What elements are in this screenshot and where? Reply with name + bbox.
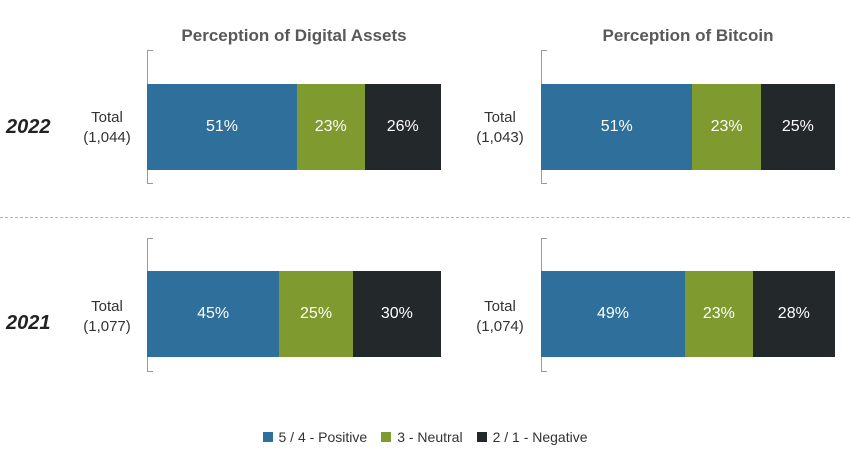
bar-segment-positive: 51% (147, 84, 297, 170)
bar-segment-negative: 30% (352, 271, 441, 357)
panel-title-bitcoin: Perception of Bitcoin (602, 26, 774, 45)
legend-label-neutral: 3 - Neutral (397, 429, 463, 445)
row-label-digital-2021: Total (1,077) (72, 297, 142, 337)
bar-segment-neutral: 23% (692, 84, 761, 170)
row-label-line2: (1,043) (476, 129, 524, 146)
data-label: 26% (386, 118, 419, 135)
data-label: 23% (314, 118, 347, 135)
bar-segment-neutral: 23% (296, 84, 365, 170)
legend-swatch-neutral (381, 432, 392, 442)
bar-segment-negative: 28% (752, 271, 835, 357)
data-label: 25% (781, 118, 814, 135)
legend-label-positive: 5 / 4 - Positive (278, 429, 368, 445)
row-label-bitcoin-2021: Total (1,074) (465, 297, 535, 337)
bar-segment-neutral: 25% (279, 271, 353, 357)
stacked-bar-digital-2021: 45% 25% 30% (147, 271, 441, 357)
data-label: 25% (300, 305, 333, 322)
row-label-line1: Total (484, 298, 516, 315)
legend: 5 / 4 - Positive 3 - Neutral 2 / 1 - Neg… (0, 429, 850, 445)
row-label-line2: (1,074) (476, 318, 524, 335)
data-label: 28% (777, 305, 810, 322)
data-label: 51% (205, 118, 238, 135)
legend-label-negative: 2 / 1 - Negative (492, 429, 588, 445)
row-label-line2: (1,044) (83, 129, 131, 146)
row-label-line2: (1,077) (83, 318, 131, 335)
year-label-2022: 2022 (6, 116, 51, 138)
row-label-bitcoin-2022: Total (1,043) (465, 108, 535, 148)
bar-segment-neutral: 23% (685, 271, 753, 357)
legend-item-positive: 5 / 4 - Positive (262, 429, 368, 445)
legend-swatch-negative (476, 432, 487, 442)
bar-segment-positive: 49% (541, 271, 686, 357)
data-label: 45% (197, 305, 230, 322)
bar-segment-negative: 26% (364, 84, 441, 170)
legend-swatch-positive (262, 432, 273, 442)
bar-segment-positive: 45% (147, 271, 280, 357)
panel-title-digital-assets: Perception of Digital Assets (181, 26, 407, 45)
legend-item-neutral: 3 - Neutral (381, 429, 463, 445)
row-label-line1: Total (91, 109, 123, 126)
year-label-2021: 2021 (6, 312, 51, 334)
data-label: 51% (600, 118, 633, 135)
row-label-line1: Total (484, 109, 516, 126)
data-label: 23% (710, 118, 743, 135)
stacked-bar-bitcoin-2022: 51% 23% 25% (541, 84, 835, 170)
data-label: 49% (597, 305, 630, 322)
bar-segment-negative: 25% (760, 84, 835, 170)
bar-segment-positive: 51% (541, 84, 693, 170)
row-label-digital-2022: Total (1,044) (72, 108, 142, 148)
row-label-line1: Total (91, 298, 123, 315)
year-divider (0, 217, 850, 218)
data-label: 30% (380, 305, 413, 322)
legend-item-negative: 2 / 1 - Negative (476, 429, 588, 445)
data-label: 23% (702, 305, 735, 322)
stacked-bar-bitcoin-2021: 49% 23% 28% (541, 271, 835, 357)
stacked-bar-digital-2022: 51% 23% 26% (147, 84, 441, 170)
